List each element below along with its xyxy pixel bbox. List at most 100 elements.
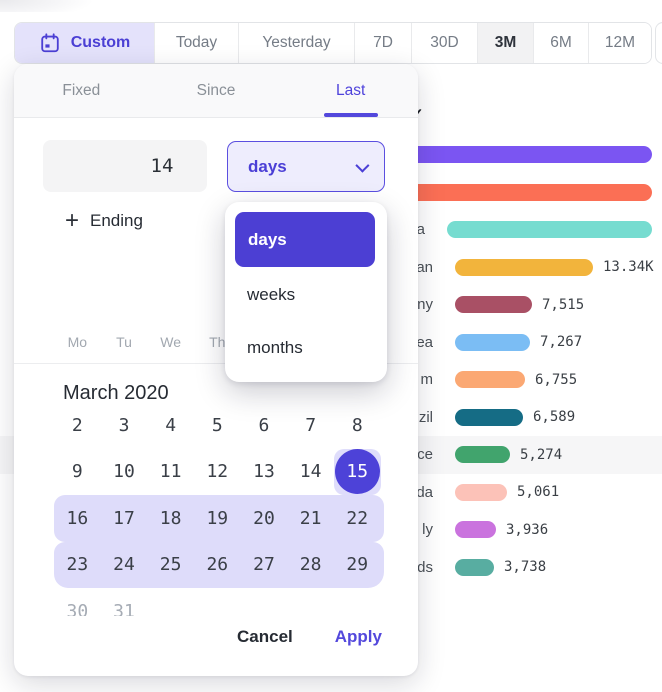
- calendar-day[interactable]: 10: [113, 461, 135, 483]
- unit-select-value: days: [248, 156, 287, 176]
- selected-day-circle: 15: [334, 449, 380, 495]
- preset-7d[interactable]: 7D: [355, 23, 412, 63]
- preset-12m[interactable]: 12M: [589, 23, 651, 63]
- calendar-grid: 2 3 4 5 6 7 8 9 10 11 12 13 14 15 16: [54, 402, 384, 616]
- calendar-day[interactable]: 9: [71, 461, 83, 483]
- date-range-toolbar: Custom Today Yesterday 7D 30D 3M 6M 12M: [14, 22, 652, 64]
- menu-item-weeks[interactable]: weeks: [247, 285, 296, 304]
- calendar-day-muted[interactable]: 30: [66, 600, 89, 616]
- preset-yesterday[interactable]: Yesterday: [239, 23, 355, 63]
- calendar-day-selected[interactable]: 15: [333, 448, 381, 495]
- calendar-day[interactable]: 26: [206, 554, 229, 576]
- tab-fixed[interactable]: Fixed: [62, 81, 101, 99]
- chart-row[interactable]: ly 3,936: [0, 511, 662, 549]
- calendar-day[interactable]: 7: [305, 414, 317, 436]
- country-bar: [455, 408, 523, 426]
- card-corner-shade: [0, 0, 110, 12]
- preset-30d[interactable]: 30D: [412, 23, 478, 63]
- calendar-day[interactable]: 8: [351, 414, 363, 436]
- duration-unit-select[interactable]: days: [227, 141, 385, 192]
- chevron-down-icon: [355, 158, 370, 173]
- country-bar: [455, 258, 593, 276]
- tab-last[interactable]: Last: [283, 64, 418, 117]
- preset-6m[interactable]: 6M: [534, 23, 589, 63]
- calendar-day[interactable]: 5: [211, 414, 223, 436]
- country-value: 6,589: [533, 409, 576, 426]
- calendar-week: 2 3 4 5 6 7 8: [54, 402, 384, 449]
- calendar-day[interactable]: 23: [66, 554, 89, 576]
- calendar-day[interactable]: 25: [159, 554, 182, 576]
- country-value: 5,061: [517, 484, 560, 501]
- apply-button[interactable]: Apply: [334, 627, 382, 646]
- country-value: 7,267: [540, 334, 583, 351]
- calendar-week: 30 31: [54, 588, 384, 616]
- chart-row[interactable]: zil 6,589: [0, 399, 662, 437]
- preset-3m-selected[interactable]: 3M: [478, 23, 534, 63]
- calendar-week-in-range: 16 17 18 19 20 21 22: [54, 495, 384, 542]
- country-bar: [447, 221, 652, 239]
- calendar-day[interactable]: 27: [253, 554, 275, 576]
- country-bar: [455, 521, 496, 539]
- calendar-day[interactable]: 3: [118, 414, 130, 436]
- country-bar: [455, 446, 510, 464]
- calendar-day[interactable]: 13: [253, 461, 275, 483]
- calendar-day[interactable]: 19: [206, 507, 229, 529]
- calendar-week: 9 10 11 12 13 14 15: [54, 448, 384, 495]
- calendar-day-muted[interactable]: 31: [113, 600, 135, 616]
- plus-icon: +: [65, 207, 80, 234]
- country-bar: [455, 483, 507, 501]
- preset-today[interactable]: Today: [155, 23, 239, 63]
- chart-row[interactable]: an 13.34K: [0, 249, 662, 287]
- country-value: 3,738: [504, 559, 547, 576]
- active-tab-underline: [323, 113, 378, 117]
- country-value: 3,936: [506, 521, 549, 538]
- country-label: ce: [417, 446, 433, 464]
- custom-range-button[interactable]: Custom: [15, 23, 155, 63]
- tab-since[interactable]: Since: [196, 81, 236, 99]
- calendar-day[interactable]: 29: [346, 554, 369, 576]
- menu-item-months[interactable]: months: [247, 338, 303, 357]
- add-ending-label: Ending: [90, 211, 143, 230]
- calendar-day[interactable]: 24: [113, 554, 135, 576]
- calendar-icon: [41, 33, 59, 53]
- duration-count-input[interactable]: 14: [43, 140, 207, 192]
- cancel-button[interactable]: Cancel: [237, 627, 293, 646]
- calendar-day[interactable]: 12: [206, 461, 229, 483]
- calendar-week-in-range: 23 24 25 26 27 28 29: [54, 541, 384, 588]
- country-value: 5,274: [520, 446, 563, 463]
- chart-row[interactable]: ea 7,267: [0, 324, 662, 362]
- chart-row[interactable]: m 6,755: [0, 361, 662, 399]
- divider: [14, 363, 418, 364]
- calendar-day[interactable]: 20: [253, 507, 275, 529]
- calendar-day[interactable]: 6: [258, 414, 270, 436]
- calendar-day[interactable]: 28: [299, 554, 322, 576]
- country-bar: [455, 333, 530, 351]
- calendar-day[interactable]: 11: [159, 461, 182, 483]
- chart-row[interactable]: da 5,061: [0, 474, 662, 512]
- custom-range-label: Custom: [70, 34, 131, 51]
- calendar-day[interactable]: 2: [71, 414, 83, 436]
- calendar-day: [287, 588, 334, 616]
- country-label: m: [420, 371, 434, 389]
- add-ending-button[interactable]: + Ending: [65, 207, 143, 234]
- country-label: ny: [417, 296, 433, 314]
- calendar-day: [241, 588, 288, 616]
- calendar-day[interactable]: 16: [66, 507, 89, 529]
- country-value: 13.34K: [603, 259, 654, 276]
- country-label: da: [416, 483, 433, 501]
- chart-row[interactable]: ny 7,515: [0, 286, 662, 324]
- calendar-day[interactable]: 14: [299, 461, 322, 483]
- country-bar: [455, 371, 525, 389]
- calendar-day[interactable]: 4: [165, 414, 177, 436]
- date-picker-panel: Fixed Since Last 14 days + Ending Mo Tu …: [14, 64, 418, 676]
- country-value: 7,515: [542, 296, 585, 313]
- calendar-day[interactable]: 18: [159, 507, 182, 529]
- country-label: ea: [416, 333, 433, 351]
- calendar-day[interactable]: 22: [346, 507, 369, 529]
- calendar-day[interactable]: 21: [299, 507, 322, 529]
- clipped-control[interactable]: [655, 22, 662, 64]
- calendar-day[interactable]: 17: [113, 507, 135, 529]
- chart-row[interactable]: ds 3,738: [0, 549, 662, 587]
- menu-item-days[interactable]: days: [235, 212, 375, 267]
